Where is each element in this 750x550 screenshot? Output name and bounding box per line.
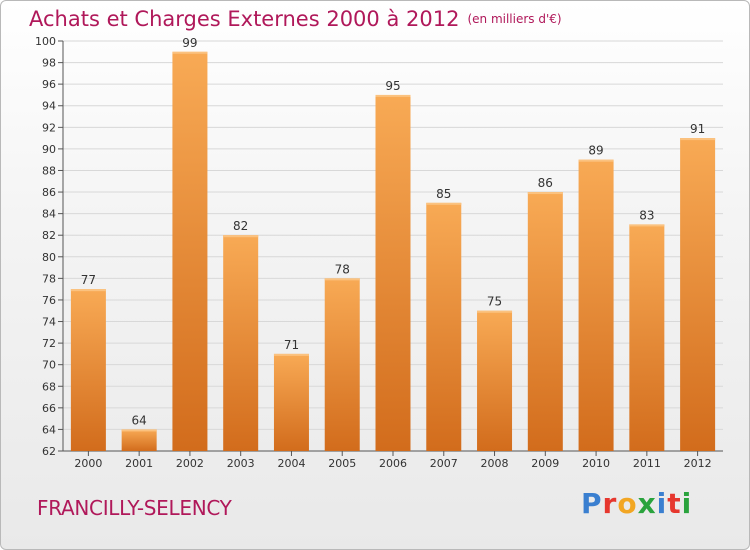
y-tick-label: 86 (42, 186, 56, 199)
bar-top-highlight (70, 289, 106, 292)
x-tick-label: 2008 (481, 457, 509, 470)
bars (70, 51, 716, 452)
bar (426, 202, 462, 451)
labels: 62 64 66 68 70 72 74 76 78 80 82 84 86 88 90 92 94 96 98 10… (35, 35, 712, 470)
bar (223, 235, 259, 451)
bar (527, 192, 563, 452)
bar-top-highlight (426, 202, 462, 205)
x-tick-label: 2004 (277, 457, 305, 470)
x-tick-label: 2002 (176, 457, 204, 470)
bar-value-label: 99 (182, 36, 197, 50)
y-tick-label: 74 (42, 316, 56, 329)
logo-letter: r (602, 487, 618, 520)
bar (121, 429, 157, 451)
x-tick-label: 2001 (125, 457, 153, 470)
proxiti-logo[interactable]: Proxiti (581, 487, 692, 520)
bar-top-highlight (477, 310, 513, 313)
logo-letter: x (637, 487, 657, 520)
bar (70, 289, 106, 451)
x-tick-label: 2005 (328, 457, 356, 470)
y-tick-label: 72 (42, 337, 56, 350)
y-tick-label: 96 (42, 78, 56, 91)
x-tick-label: 2009 (531, 457, 559, 470)
y-tick-label: 62 (42, 445, 56, 458)
city-name: FRANCILLY-SELENCY (37, 496, 232, 520)
logo-letter: t (667, 487, 682, 520)
y-tick-label: 84 (42, 208, 56, 221)
y-tick-label: 78 (42, 272, 56, 285)
x-tick-label: 2003 (227, 457, 255, 470)
y-tick-label: 100 (35, 35, 56, 48)
y-tick-label: 70 (42, 359, 56, 372)
bar-top-highlight (629, 224, 665, 227)
chart-title-text: Achats et Charges Externes 2000 à 2012 (29, 7, 460, 31)
bar-value-label: 78 (335, 262, 350, 276)
bar (324, 278, 360, 451)
y-tick-label: 94 (42, 100, 56, 113)
bar (629, 224, 665, 451)
bar-value-label: 75 (487, 295, 502, 309)
y-tick-label: 92 (42, 121, 56, 134)
y-tick-label: 90 (42, 143, 56, 156)
bar-value-label: 82 (233, 219, 248, 233)
x-tick-label: 2007 (430, 457, 458, 470)
bar-top-highlight (527, 192, 563, 195)
bar (172, 51, 208, 451)
bar (680, 138, 716, 451)
bar-value-label: 86 (538, 176, 553, 190)
y-tick-label: 76 (42, 294, 56, 307)
bar (375, 94, 411, 452)
y-tick-label: 88 (42, 164, 56, 177)
bar-value-label: 77 (81, 273, 96, 287)
bar-top-highlight (375, 94, 411, 97)
chart-subtitle: (en milliers d'€) (467, 12, 562, 26)
logo-letter: i (681, 487, 693, 520)
bar-value-label: 64 (132, 413, 147, 427)
logo-letter: i (656, 487, 668, 520)
bar-top-highlight (680, 138, 716, 141)
bar (477, 310, 513, 451)
bar-top-highlight (273, 353, 309, 356)
bar-value-label: 83 (639, 208, 654, 222)
bar-value-label: 89 (588, 144, 603, 158)
bar-top-highlight (172, 51, 208, 54)
x-tick-label: 2011 (633, 457, 661, 470)
logo-letter: P (581, 487, 603, 520)
x-tick-label: 2000 (74, 457, 102, 470)
y-tick-label: 66 (42, 402, 56, 415)
bar-top-highlight (324, 278, 360, 281)
chart-title: Achats et Charges Externes 2000 à 2012 (e… (29, 7, 562, 31)
bar-value-label: 71 (284, 338, 299, 352)
bar (273, 353, 309, 451)
y-tick-label: 98 (42, 57, 56, 70)
bar-top-highlight (223, 235, 259, 238)
logo-letter: o (617, 487, 638, 520)
x-tick-label: 2010 (582, 457, 610, 470)
y-tick-label: 64 (42, 423, 56, 436)
bar-value-label: 95 (385, 79, 400, 93)
y-tick-label: 82 (42, 229, 56, 242)
bar-value-label: 85 (436, 187, 451, 201)
y-tick-label: 80 (42, 251, 56, 264)
bar-value-label: 91 (690, 122, 705, 136)
bar (578, 159, 614, 451)
x-tick-label: 2012 (684, 457, 712, 470)
bar-top-highlight (121, 429, 157, 432)
bar-top-highlight (578, 159, 614, 162)
x-tick-label: 2006 (379, 457, 407, 470)
y-tick-label: 68 (42, 380, 56, 393)
